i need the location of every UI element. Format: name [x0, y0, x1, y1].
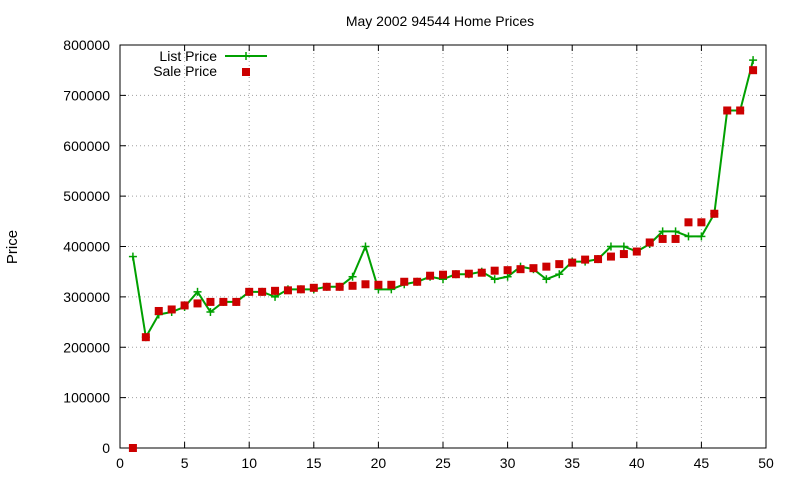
list-price-point [361, 242, 370, 251]
list-price-point [128, 252, 137, 261]
list-price-point [619, 242, 628, 251]
y-tick-label: 800000 [63, 37, 110, 53]
list-price-point [749, 56, 758, 65]
y-tick-label: 200000 [63, 339, 110, 355]
sale-price-point [555, 260, 564, 269]
sale-price-point [141, 333, 150, 342]
sale-price-point [710, 209, 719, 218]
tick-labels: 0 5 10 15 20 25 30 35 40 45 50 0 100000 200000 300000 4… [63, 37, 774, 471]
sale-price-point [451, 270, 460, 279]
sale-price-point [684, 218, 693, 227]
sale-price-point [335, 282, 344, 291]
sale-price-point [219, 297, 228, 306]
tick-marks [119, 44, 767, 449]
x-tick-label: 30 [500, 455, 516, 471]
series-layer [128, 56, 758, 452]
list-price-point [658, 227, 667, 236]
legend-swatch-sale-price [242, 68, 250, 76]
y-axis-label: Price [4, 230, 21, 264]
y-tick-label: 400000 [63, 239, 110, 255]
sale-price-point [581, 255, 590, 264]
chart-title: May 2002 94544 Home Prices [346, 13, 534, 29]
sale-price-point [413, 277, 422, 286]
sale-price-point [529, 264, 538, 273]
list-price-point [606, 242, 615, 251]
y-tick-label: 700000 [63, 87, 110, 103]
sale-price-point [490, 266, 499, 275]
list-price-point [671, 227, 680, 236]
y-tick-label: 100000 [63, 390, 110, 406]
sale-price-point [167, 305, 176, 314]
list-price-point [206, 307, 215, 316]
sale-price-point [361, 280, 370, 289]
legend-label-sale-price: Sale Price [153, 63, 217, 79]
sale-price-point [206, 297, 215, 306]
legend-label-list-price: List Price [159, 48, 217, 64]
sale-price-point [245, 287, 254, 296]
sale-price-point [645, 238, 654, 247]
list-price-point [542, 275, 551, 284]
sale-price-point [322, 282, 331, 291]
sale-price-point [516, 265, 525, 274]
list-price-point [193, 287, 202, 296]
sale-price-point [697, 218, 706, 227]
sale-price-point [374, 280, 383, 289]
sale-price-point [193, 299, 202, 308]
sale-price-point [232, 297, 241, 306]
sale-price-point [736, 106, 745, 115]
sale-price-point [594, 255, 603, 264]
x-tick-label: 10 [241, 455, 257, 471]
sale-price-point [632, 247, 641, 256]
sale-price-point [568, 258, 577, 267]
x-tick-label: 20 [371, 455, 387, 471]
sale-price-point [464, 269, 473, 278]
x-tick-label: 35 [564, 455, 580, 471]
list-price-point [697, 232, 706, 241]
sale-price-point [400, 277, 409, 286]
sale-price-point [387, 280, 396, 289]
sale-price-point [154, 306, 163, 315]
sale-price-point [439, 270, 447, 279]
sale-price-point [503, 266, 512, 275]
y-tick-label: 300000 [63, 289, 110, 305]
sale-price-point [619, 250, 628, 259]
y-tick-label: 600000 [63, 138, 110, 154]
sale-price-point [477, 268, 486, 277]
x-tick-label: 5 [181, 455, 189, 471]
sale-price-point [258, 287, 267, 296]
sale-price-point [606, 252, 615, 261]
x-tick-label: 40 [629, 455, 645, 471]
sale-price-point [671, 234, 680, 243]
x-tick-label: 25 [435, 455, 451, 471]
sale-price-point [283, 286, 292, 295]
y-tick-label: 500000 [63, 188, 110, 204]
x-tick-label: 0 [116, 455, 124, 471]
list-price-point [490, 275, 499, 284]
list-price-point [684, 232, 693, 241]
y-tick-label: 0 [102, 440, 110, 456]
sale-price-point [271, 286, 280, 295]
legend-marker-list-price [242, 52, 250, 60]
x-tick-label: 45 [694, 455, 710, 471]
list-price-point [348, 272, 357, 281]
sale-price-point [128, 444, 137, 452]
sale-price-point [542, 262, 551, 271]
sale-price-point [426, 271, 435, 280]
sale-price-point [658, 234, 667, 243]
sale-price-point [180, 301, 189, 310]
sale-price-point [309, 283, 318, 292]
x-tick-label: 15 [306, 455, 322, 471]
sale-price-point [749, 66, 758, 75]
sale-price-point [723, 106, 732, 115]
sale-price-point [348, 281, 357, 290]
list-price-point [555, 270, 564, 279]
x-tick-label: 50 [758, 455, 774, 471]
sale-price-point [296, 285, 305, 294]
